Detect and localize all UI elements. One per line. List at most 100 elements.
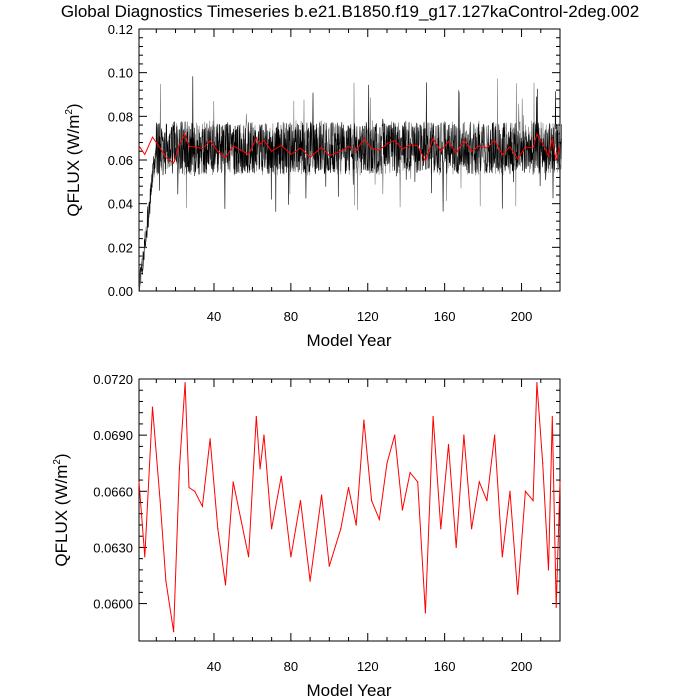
bottom-x-axis-title: Model Year bbox=[306, 681, 391, 700]
annual-point bbox=[371, 500, 373, 502]
p1-xtick-label: 120 bbox=[357, 309, 379, 324]
annual-point bbox=[247, 556, 250, 558]
bottom-plot-frame bbox=[138, 378, 561, 642]
p1-xtick-label: 40 bbox=[207, 309, 221, 324]
annual-point bbox=[271, 528, 273, 530]
annual-point bbox=[165, 580, 167, 582]
p1-ytick-label: 0.02 bbox=[108, 240, 133, 255]
top-x-axis-title: Model Year bbox=[306, 331, 391, 350]
top-ticks bbox=[139, 28, 560, 292]
monthly-series-line bbox=[139, 76, 562, 292]
annual-point bbox=[159, 500, 161, 502]
p1-ytick-label: 0.10 bbox=[108, 66, 133, 81]
bottom-ticks bbox=[139, 378, 560, 641]
annual-point bbox=[355, 524, 357, 526]
annual-point bbox=[144, 556, 146, 558]
annual-point bbox=[547, 569, 550, 571]
p2-ytick-label: 0.0660 bbox=[93, 484, 133, 499]
annual-point bbox=[217, 528, 219, 530]
p1-ytick-label: 0.12 bbox=[108, 22, 133, 37]
top-y-tick-labels: 0.00 0.02 0.04 0.06 0.08 0.10 0.12 bbox=[108, 22, 133, 299]
p2-ytick-label: 0.0720 bbox=[93, 372, 133, 387]
annual-point bbox=[263, 434, 265, 436]
p1-ytick-label: 0.06 bbox=[108, 153, 133, 168]
annual-point bbox=[340, 528, 342, 530]
annual-point bbox=[555, 606, 557, 608]
bottom-y-tick-labels: 0.0600 0.0630 0.0660 0.0690 0.0720 bbox=[93, 372, 133, 612]
annual-point bbox=[184, 382, 186, 384]
top-y-axis-title-sup: 2 bbox=[64, 109, 75, 115]
annual-point bbox=[209, 438, 211, 440]
annual-point bbox=[178, 468, 180, 470]
annual-point bbox=[532, 500, 534, 502]
bottom-panel: 0.0600 0.0630 0.0660 0.0690 0.0720 40 80 120 16… bbox=[52, 372, 561, 700]
annual-point bbox=[486, 500, 488, 502]
annual-point bbox=[386, 462, 388, 464]
p2-xtick-label: 160 bbox=[434, 659, 456, 674]
annual-point bbox=[224, 584, 227, 586]
top-x-tick-labels: 40 80 120 160 200 bbox=[207, 309, 533, 324]
p1-ytick-label: 0.08 bbox=[108, 109, 133, 124]
annual-point bbox=[440, 528, 442, 530]
annual-point bbox=[232, 481, 234, 483]
annual-point bbox=[417, 481, 419, 483]
annual-point bbox=[259, 468, 261, 470]
annual-point bbox=[309, 580, 311, 582]
bottom-annual-points bbox=[138, 382, 561, 633]
bottom-y-axis-title-main: QFLUX (W/m bbox=[52, 465, 71, 567]
top-y-axis-title: QFLUX (W/m2) bbox=[64, 103, 83, 216]
annual-point bbox=[194, 490, 196, 492]
annual-point bbox=[455, 546, 457, 549]
annual-point bbox=[470, 528, 473, 530]
annual-point bbox=[424, 612, 427, 614]
annual-point bbox=[299, 500, 302, 502]
annual-point bbox=[509, 490, 511, 492]
p1-ytick-label: 0.00 bbox=[108, 284, 133, 299]
p2-ytick-label: 0.0630 bbox=[93, 540, 133, 555]
p2-xtick-label: 40 bbox=[207, 659, 221, 674]
p2-ytick-label: 0.0600 bbox=[93, 597, 133, 612]
annual-point bbox=[240, 518, 242, 520]
annual-point bbox=[536, 382, 538, 384]
annual-point bbox=[188, 486, 190, 489]
p1-xtick-label: 160 bbox=[434, 309, 456, 324]
top-y-axis-title-close: ) bbox=[64, 103, 83, 109]
annual-point bbox=[542, 462, 544, 464]
annual-point bbox=[524, 490, 526, 492]
p2-xtick-label: 80 bbox=[284, 659, 298, 674]
top-y-axis-title-main: QFLUX (W/m bbox=[64, 115, 83, 217]
annual-point bbox=[321, 494, 323, 496]
annual-point bbox=[463, 434, 465, 436]
annual-point bbox=[363, 419, 365, 421]
monthly-series-line-grey bbox=[138, 78, 562, 292]
annual-point bbox=[551, 415, 553, 418]
annual-point bbox=[151, 406, 154, 408]
annual-point bbox=[173, 631, 175, 633]
annual-point bbox=[201, 505, 204, 507]
p1-ytick-label: 0.04 bbox=[108, 197, 133, 212]
bottom-x-tick-labels: 40 80 120 160 200 bbox=[207, 659, 533, 674]
annual-point bbox=[280, 475, 282, 477]
p1-xtick-label: 200 bbox=[511, 309, 533, 324]
p2-xtick-label: 120 bbox=[357, 659, 379, 674]
annual-point bbox=[478, 481, 480, 483]
annual-point bbox=[290, 556, 292, 558]
annual-point bbox=[378, 518, 380, 520]
annual-point bbox=[517, 593, 519, 595]
bottom-y-axis-title-close: ) bbox=[52, 453, 71, 459]
annual-point bbox=[401, 509, 403, 511]
annual-point bbox=[394, 434, 396, 436]
chart-title: Global Diagnostics Timeseries b.e21.B185… bbox=[60, 2, 640, 21]
top-panel: 0.00 0.02 0.04 0.06 0.08 0.10 0.12 40 80 120 160 2… bbox=[64, 22, 562, 350]
bottom-y-axis-title-sup: 2 bbox=[52, 459, 63, 465]
annual-point bbox=[347, 486, 350, 489]
annual-point bbox=[447, 443, 450, 446]
p2-ytick-label: 0.0690 bbox=[93, 428, 133, 443]
bottom-annual-series-line bbox=[138, 382, 561, 632]
annual-point bbox=[559, 481, 561, 483]
annual-point bbox=[494, 434, 496, 436]
annual-point bbox=[409, 471, 411, 474]
annual-point bbox=[328, 565, 330, 567]
annual-point bbox=[138, 481, 140, 483]
